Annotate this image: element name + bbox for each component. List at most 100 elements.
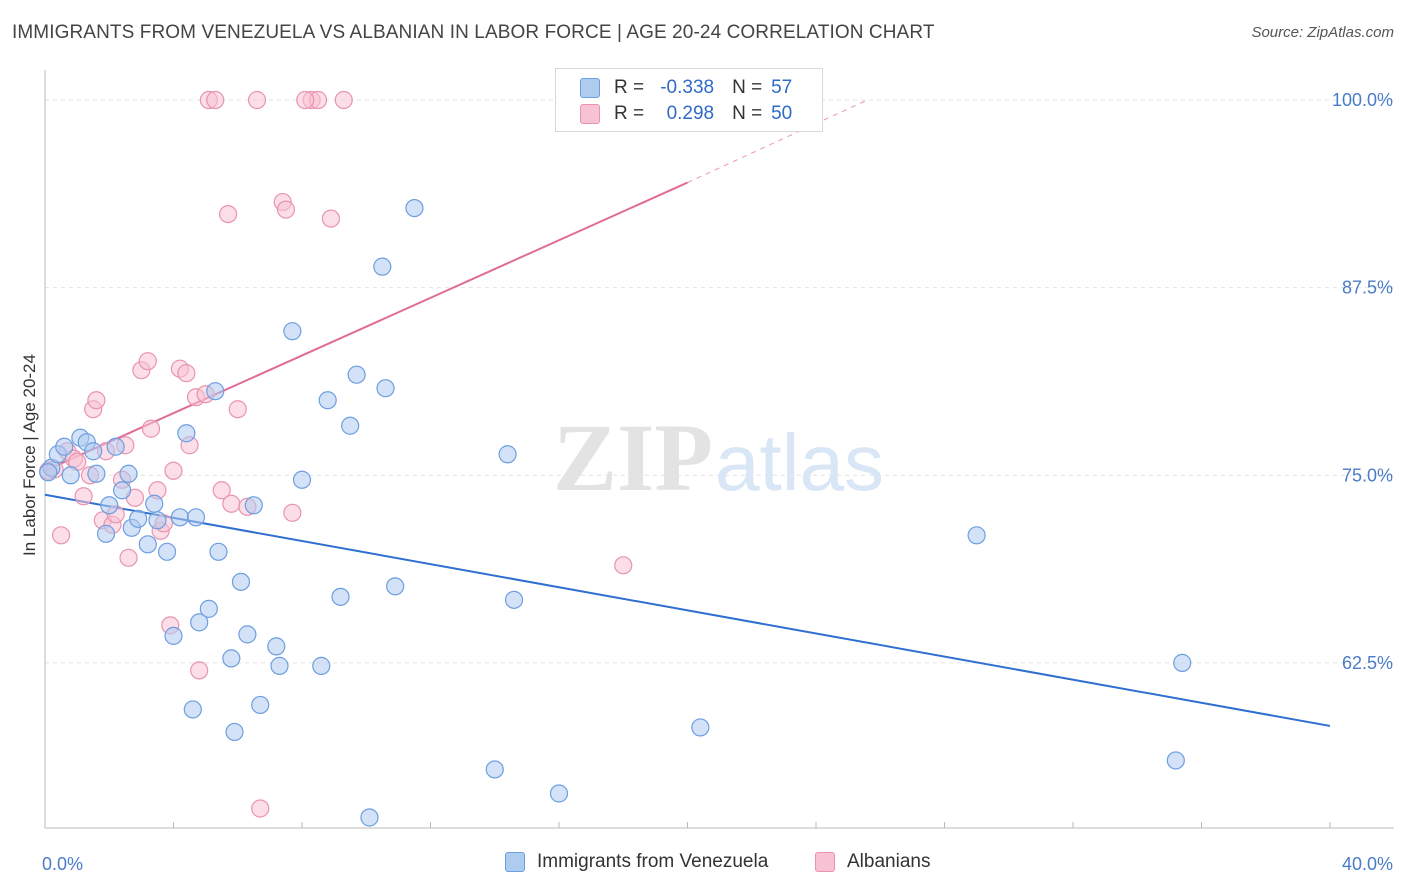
point-albanians — [74, 487, 93, 506]
stats-legend: R = -0.338 N = 57 R = 0.298 N = 50 — [555, 68, 823, 132]
source-label: Source: ZipAtlas.com — [1251, 24, 1394, 41]
point-venezuela — [170, 508, 190, 527]
series-swatch-pink — [815, 852, 835, 872]
point-venezuela — [129, 509, 148, 528]
point-venezuela — [145, 494, 164, 513]
point-venezuela — [341, 416, 360, 435]
point-venezuela — [138, 535, 157, 554]
series-label-venezuela: Immigrants from Venezuela — [537, 851, 769, 872]
point-venezuela — [190, 613, 209, 632]
point-albanians — [51, 526, 71, 545]
trend-line-venezuela — [44, 493, 1331, 727]
point-venezuela — [87, 464, 106, 483]
y-axis-title: In Labor Force | Age 20-24 — [20, 354, 39, 556]
point-albanians — [190, 661, 209, 680]
legend-r-label: R = — [614, 77, 645, 98]
point-venezuela — [312, 656, 331, 675]
point-venezuela — [84, 442, 103, 461]
legend-r-value: 0.298 — [666, 103, 715, 124]
data-points — [39, 90, 1192, 827]
point-albanians — [222, 494, 241, 513]
point-venezuela — [100, 496, 119, 515]
series-legend-venezuela: Immigrants from Venezuela — [505, 851, 768, 873]
y-tick-label: 75.0% — [1342, 465, 1393, 485]
series-legend-albanians: Albanians — [815, 851, 930, 873]
x-tick-label: 40.0% — [1342, 854, 1393, 874]
point-albanians — [164, 461, 183, 480]
point-albanians — [276, 200, 296, 219]
point-venezuela — [209, 542, 228, 561]
point-venezuela — [106, 437, 125, 456]
chart-title: IMMIGRANTS FROM VENEZUELA VS ALBANIAN IN… — [12, 22, 935, 43]
point-venezuela — [967, 526, 986, 545]
point-venezuela — [39, 463, 58, 482]
point-venezuela — [225, 722, 244, 742]
point-venezuela — [549, 784, 569, 803]
point-venezuela — [360, 808, 379, 827]
legend-n-value: 50 — [771, 103, 793, 124]
point-venezuela — [292, 470, 312, 489]
tick-labels: 100.0% 87.5% 75.0% 62.5% 0.0% 40.0% — [42, 90, 1393, 874]
y-tick-label: 100.0% — [1332, 90, 1393, 110]
point-venezuela — [238, 625, 257, 644]
point-albanians — [251, 799, 270, 818]
point-venezuela — [186, 508, 206, 527]
series-legend: Immigrants from Venezuela Albanians — [0, 851, 1406, 879]
watermark-zip: ZIP — [553, 404, 713, 511]
series-label-albanians: Albanians — [847, 851, 931, 872]
point-albanians — [138, 352, 157, 371]
point-venezuela — [331, 587, 350, 606]
point-venezuela — [283, 322, 302, 341]
point-venezuela — [119, 464, 138, 483]
point-venezuela — [485, 760, 504, 779]
point-albanians — [141, 419, 161, 438]
point-venezuela — [55, 437, 74, 456]
point-venezuela — [1166, 751, 1185, 770]
point-venezuela — [231, 572, 251, 591]
legend-n-label: N = — [732, 103, 763, 124]
legend-n-value: 57 — [771, 77, 793, 98]
point-venezuela — [373, 257, 392, 276]
point-venezuela — [222, 649, 241, 668]
point-venezuela — [318, 391, 337, 410]
point-venezuela — [177, 424, 196, 443]
point-albanians — [247, 90, 267, 110]
watermark-atlas: atlas — [715, 418, 884, 507]
point-venezuela — [112, 481, 132, 500]
point-albanians — [119, 548, 138, 567]
point-venezuela — [504, 590, 524, 609]
legend-r-label: R = — [614, 103, 645, 124]
point-albanians — [212, 481, 231, 500]
point-venezuela — [148, 511, 167, 530]
y-tick-label: 87.5% — [1342, 278, 1393, 298]
legend-swatch-blue — [580, 78, 600, 98]
point-venezuela — [270, 656, 289, 675]
point-albanians — [614, 556, 633, 575]
point-venezuela — [206, 382, 225, 401]
legend-row-venezuela: R = -0.338 N = 57 — [580, 76, 792, 100]
y-tick-label: 62.5% — [1342, 653, 1393, 673]
point-venezuela — [157, 542, 177, 561]
point-albanians — [321, 209, 341, 228]
legend-n-label: N = — [732, 77, 763, 98]
point-venezuela — [1173, 653, 1192, 672]
point-venezuela — [61, 466, 80, 485]
point-venezuela — [251, 695, 270, 715]
point-albanians — [219, 204, 238, 224]
point-venezuela — [199, 599, 218, 618]
trend-extension-albanians — [687, 99, 868, 184]
point-albanians — [206, 90, 225, 110]
x-tick-label: 0.0% — [42, 854, 83, 874]
point-albanians — [334, 90, 353, 110]
point-venezuela — [244, 496, 263, 515]
watermark: ZIP atlas — [553, 404, 884, 511]
legend-r-value: -0.338 — [660, 77, 715, 98]
legend-row-albanians: R = 0.298 N = 50 — [580, 102, 792, 126]
legend-swatch-pink — [580, 104, 600, 124]
point-venezuela — [347, 365, 366, 384]
point-venezuela — [498, 445, 517, 464]
point-venezuela — [386, 577, 405, 596]
point-venezuela — [183, 700, 202, 719]
point-albanians — [177, 364, 196, 383]
